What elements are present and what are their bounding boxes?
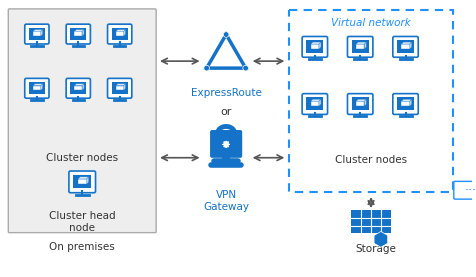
- Polygon shape: [78, 179, 86, 184]
- Polygon shape: [40, 84, 43, 90]
- Polygon shape: [364, 42, 366, 49]
- FancyBboxPatch shape: [66, 78, 90, 98]
- Bar: [111, 82, 128, 94]
- FancyBboxPatch shape: [66, 24, 90, 44]
- FancyBboxPatch shape: [8, 9, 156, 233]
- FancyBboxPatch shape: [25, 78, 49, 98]
- Polygon shape: [318, 99, 320, 106]
- FancyBboxPatch shape: [392, 37, 417, 57]
- Circle shape: [242, 65, 248, 71]
- Polygon shape: [82, 30, 84, 36]
- Bar: [306, 40, 323, 53]
- Polygon shape: [355, 101, 364, 106]
- Bar: [111, 28, 128, 40]
- Polygon shape: [355, 42, 366, 44]
- Polygon shape: [373, 232, 387, 247]
- Polygon shape: [409, 99, 411, 106]
- FancyBboxPatch shape: [392, 94, 417, 114]
- Text: Cluster nodes: Cluster nodes: [334, 155, 406, 165]
- Text: VPN
Gateway: VPN Gateway: [203, 190, 248, 212]
- Text: Storage: Storage: [355, 245, 396, 255]
- FancyBboxPatch shape: [25, 24, 49, 44]
- FancyBboxPatch shape: [107, 78, 131, 98]
- Polygon shape: [355, 99, 366, 101]
- Bar: [70, 82, 86, 94]
- Bar: [396, 98, 413, 110]
- Polygon shape: [116, 32, 123, 36]
- Polygon shape: [318, 42, 320, 49]
- Bar: [29, 28, 45, 40]
- Polygon shape: [78, 177, 89, 179]
- FancyBboxPatch shape: [301, 94, 327, 114]
- Text: Virtual network: Virtual network: [330, 18, 410, 28]
- Polygon shape: [33, 30, 43, 32]
- Text: or: or: [220, 107, 231, 117]
- Bar: [70, 28, 86, 40]
- FancyBboxPatch shape: [209, 130, 242, 158]
- Polygon shape: [123, 84, 125, 90]
- Polygon shape: [409, 42, 411, 49]
- Polygon shape: [33, 84, 43, 86]
- Polygon shape: [401, 42, 411, 44]
- FancyBboxPatch shape: [453, 181, 476, 199]
- Text: On premises: On premises: [49, 242, 115, 252]
- Polygon shape: [86, 177, 89, 184]
- Polygon shape: [206, 35, 245, 68]
- Text: Cluster head
node: Cluster head node: [49, 211, 115, 233]
- Polygon shape: [401, 44, 409, 49]
- Polygon shape: [310, 101, 318, 106]
- FancyBboxPatch shape: [347, 37, 372, 57]
- Bar: [222, 156, 229, 161]
- Polygon shape: [116, 86, 123, 90]
- Polygon shape: [33, 86, 40, 90]
- Bar: [351, 98, 368, 110]
- Polygon shape: [82, 84, 84, 90]
- FancyBboxPatch shape: [69, 171, 95, 193]
- Polygon shape: [116, 84, 125, 86]
- Polygon shape: [74, 84, 84, 86]
- Bar: [73, 175, 91, 188]
- FancyBboxPatch shape: [347, 94, 372, 114]
- Polygon shape: [310, 44, 318, 49]
- Polygon shape: [123, 30, 125, 36]
- Circle shape: [203, 65, 209, 71]
- Text: ExpressRoute: ExpressRoute: [190, 88, 261, 98]
- Bar: [351, 40, 368, 53]
- Polygon shape: [401, 99, 411, 101]
- Bar: [220, 161, 231, 165]
- Polygon shape: [116, 30, 125, 32]
- Polygon shape: [355, 44, 364, 49]
- FancyBboxPatch shape: [107, 24, 131, 44]
- Bar: [29, 82, 45, 94]
- Circle shape: [223, 32, 228, 37]
- Polygon shape: [40, 30, 43, 36]
- FancyBboxPatch shape: [301, 37, 327, 57]
- Polygon shape: [33, 32, 40, 36]
- Polygon shape: [74, 86, 82, 90]
- Text: Cluster nodes: Cluster nodes: [46, 153, 118, 163]
- Polygon shape: [401, 101, 409, 106]
- Polygon shape: [364, 99, 366, 106]
- Bar: [351, 210, 390, 234]
- Bar: [306, 98, 323, 110]
- Bar: [288, 10, 452, 192]
- Polygon shape: [310, 99, 320, 101]
- Polygon shape: [74, 30, 84, 32]
- Polygon shape: [310, 42, 320, 44]
- Bar: [396, 40, 413, 53]
- Text: ···: ···: [464, 184, 476, 197]
- Polygon shape: [74, 32, 82, 36]
